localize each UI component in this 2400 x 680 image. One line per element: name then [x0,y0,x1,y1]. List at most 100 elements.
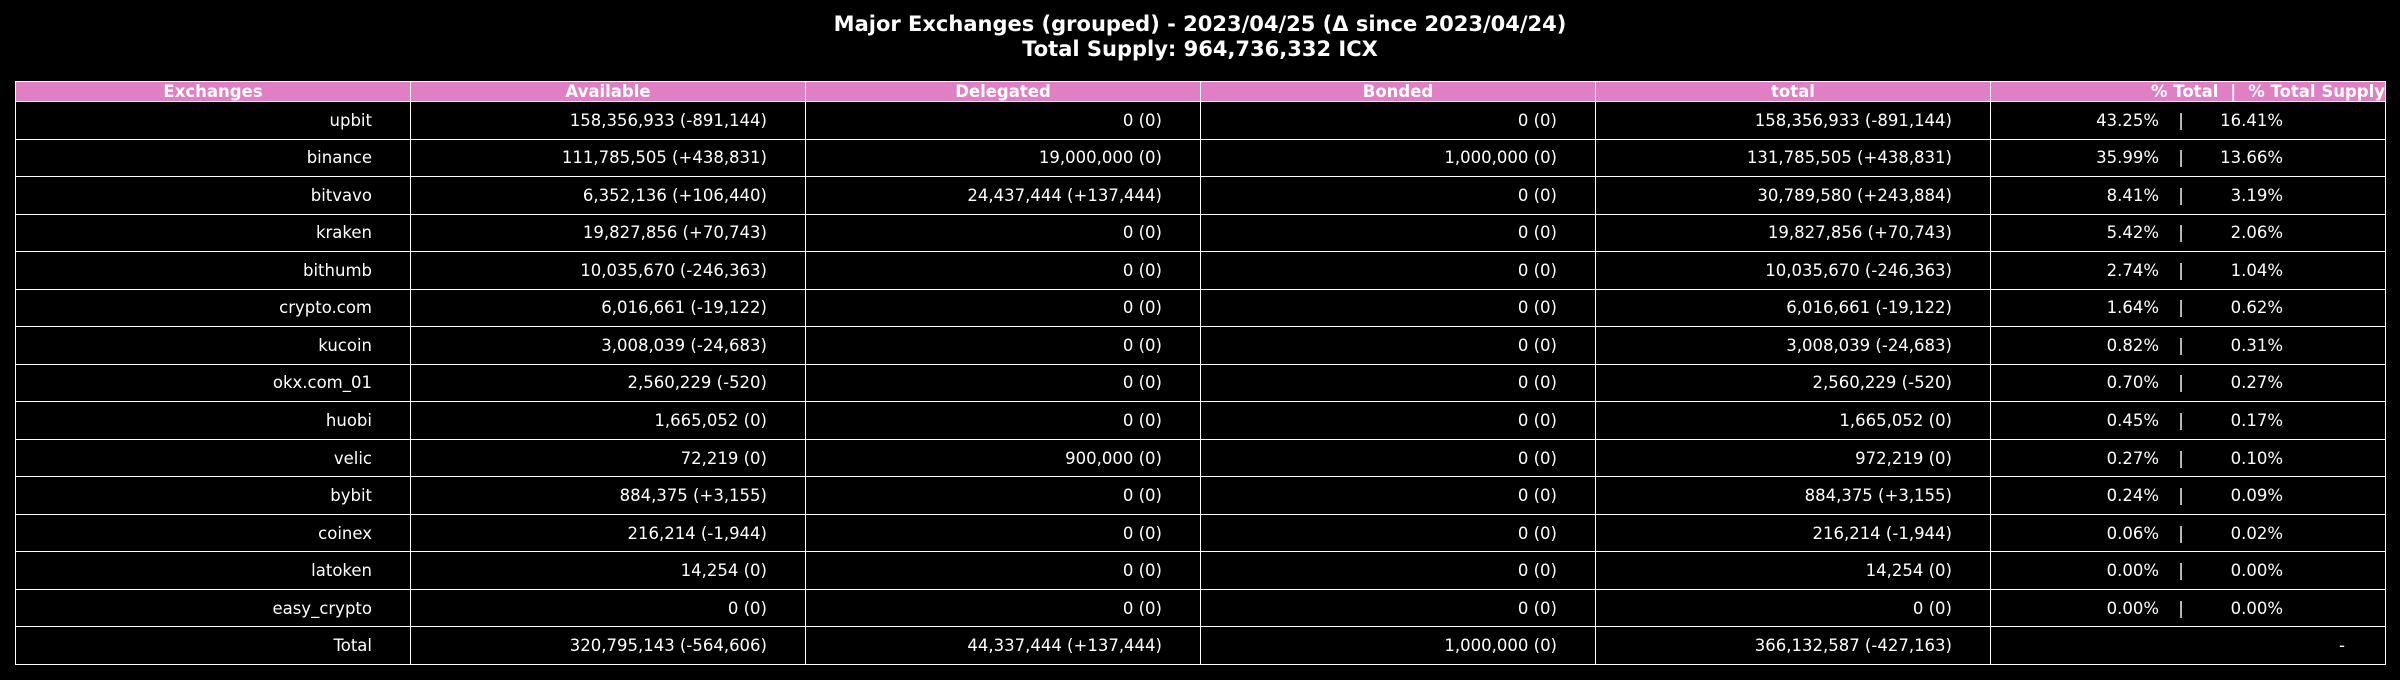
cell-total: 19,827,856 (+70,743) [1595,213,1991,253]
cell-pct-total: 0.27% [2106,448,2159,468]
cell-delegated: 24,437,444 (+137,444) [805,176,1201,215]
cell-bonded: 1,000,000 (0) [1200,138,1596,178]
cell-pct-total: 0.00% [2106,598,2159,618]
cell-total: 884,375 (+3,155) [1595,476,1991,515]
cell-pct-total: 0.70% [2106,373,2159,393]
cell-pct-supply: 1.04% [2230,260,2283,280]
cell-pct-total: 2.74% [2106,260,2159,280]
cell-total: 1,665,052 (0) [1595,401,1991,440]
cell-pct-supply: 3.19% [2230,185,2283,205]
cell-pct-total: 0.24% [2106,486,2159,506]
cell-total: 131,785,505 (+438,831) [1595,138,1991,178]
cell-exchange: huobi [15,401,411,440]
cell-bonded: 0 (0) [1200,288,1596,328]
cell-total: 30,789,580 (+243,884) [1595,176,1991,215]
cell-available: 1,665,052 (0) [410,401,806,440]
cell-delegated: 0 (0) [805,513,1201,553]
cell-pct-supply: 0.27% [2230,373,2283,393]
cell-separator: | [2178,223,2184,243]
cell-percent: 0.82% | 0.31% [1990,326,2386,365]
cell-bonded: 0 (0) [1200,438,1596,478]
cell-pct-supply: 0.17% [2230,411,2283,431]
cell-available: 2,560,229 (-520) [410,363,806,403]
cell-total: 14,254 (0) [1595,551,1991,590]
cell-percent: 2.74% | 1.04% [1990,251,2386,290]
cell-bonded: 0 (0) [1200,176,1596,215]
cell-pct-total: 1.64% [2106,298,2159,318]
chart-title-block: Major Exchanges (grouped) - 2023/04/25 (… [0,12,2400,62]
total-cell-available: 320,795,143 (-564,606) [410,626,806,665]
table-row: bithumb 10,035,670 (-246,363) 0 (0) 0 (0) 10… [15,251,2386,290]
cell-total: 3,008,039 (-24,683) [1595,326,1991,365]
cell-delegated: 0 (0) [805,476,1201,515]
table-row: crypto.com 6,016,661 (-19,122) 0 (0) 0 (0) 6… [15,288,2386,328]
cell-total: 0 (0) [1595,588,1991,628]
cell-delegated: 19,000,000 (0) [805,138,1201,178]
cell-pct-supply: 0.31% [2230,335,2283,355]
cell-pct-supply: 2.06% [2230,223,2283,243]
cell-bonded: 0 (0) [1200,476,1596,515]
cell-percent: 0.70% | 0.27% [1990,363,2386,403]
cell-delegated: 0 (0) [805,326,1201,365]
table-body: upbit 158,356,933 (-891,144) 0 (0) 0 (0) 158… [15,101,2386,665]
header-separator: | [2230,82,2237,101]
cell-separator: | [2178,411,2184,431]
cell-separator: | [2178,486,2184,506]
total-cell-delegated: 44,337,444 (+137,444) [805,626,1201,665]
total-row: Total 320,795,143 (-564,606) 44,337,444 (+… [15,626,2386,665]
cell-pct-total: 8.41% [2106,185,2159,205]
cell-pct-total: 0.06% [2106,523,2159,543]
cell-available: 72,219 (0) [410,438,806,478]
cell-available: 3,008,039 (-24,683) [410,326,806,365]
cell-pct-total: 35.99% [2096,148,2159,168]
cell-available: 6,352,136 (+106,440) [410,176,806,215]
cell-exchange: latoken [15,551,411,590]
cell-exchange: bitvavo [15,176,411,215]
cell-exchange: upbit [15,101,411,140]
cell-exchange: okx.com_01 [15,363,411,403]
cell-total: 158,356,933 (-891,144) [1595,101,1991,140]
cell-bonded: 0 (0) [1200,101,1596,140]
cell-percent: 8.41% | 3.19% [1990,176,2386,215]
cell-pct-supply: 0.09% [2230,486,2283,506]
cell-percent: 0.27% | 0.10% [1990,438,2386,478]
cell-bonded: 0 (0) [1200,513,1596,553]
total-cell-exchange: Total [15,626,411,665]
table-row: bybit 884,375 (+3,155) 0 (0) 0 (0) 884,375 (… [15,476,2386,515]
header-available: Available [410,81,806,102]
cell-exchange: bithumb [15,251,411,290]
table-row: coinex 216,214 (-1,944) 0 (0) 0 (0) 216,214 … [15,513,2386,553]
cell-delegated: 900,000 (0) [805,438,1201,478]
cell-pct-supply: 13.66% [2220,148,2283,168]
cell-exchange: velic [15,438,411,478]
cell-separator: | [2178,373,2184,393]
cell-separator: | [2178,335,2184,355]
total-cell-bonded: 1,000,000 (0) [1200,626,1596,665]
cell-separator: | [2178,561,2184,581]
cell-delegated: 0 (0) [805,551,1201,590]
cell-total: 6,016,661 (-19,122) [1595,288,1991,328]
table-row: latoken 14,254 (0) 0 (0) 0 (0) 14,254 (0) 0.0… [15,551,2386,590]
total-cell-percent: - [1990,626,2386,665]
cell-exchange: kucoin [15,326,411,365]
header-bonded: Bonded [1200,81,1596,102]
cell-total: 10,035,670 (-246,363) [1595,251,1991,290]
cell-bonded: 0 (0) [1200,551,1596,590]
cell-bonded: 0 (0) [1200,326,1596,365]
cell-bonded: 0 (0) [1200,363,1596,403]
cell-percent: 0.00% | 0.00% [1990,588,2386,628]
cell-available: 884,375 (+3,155) [410,476,806,515]
cell-pct-total: 5.42% [2106,223,2159,243]
cell-pct-total: 0.00% [2106,561,2159,581]
cell-delegated: 0 (0) [805,401,1201,440]
cell-pct-supply: 0.00% [2230,598,2283,618]
cell-available: 10,035,670 (-246,363) [410,251,806,290]
cell-separator: | [2178,298,2184,318]
cell-delegated: 0 (0) [805,213,1201,253]
cell-available: 6,016,661 (-19,122) [410,288,806,328]
cell-pct-total: 0.82% [2106,335,2159,355]
cell-pct-supply: 0.02% [2230,523,2283,543]
header-total: total [1595,81,1991,102]
cell-exchange: bybit [15,476,411,515]
cell-bonded: 0 (0) [1200,213,1596,253]
